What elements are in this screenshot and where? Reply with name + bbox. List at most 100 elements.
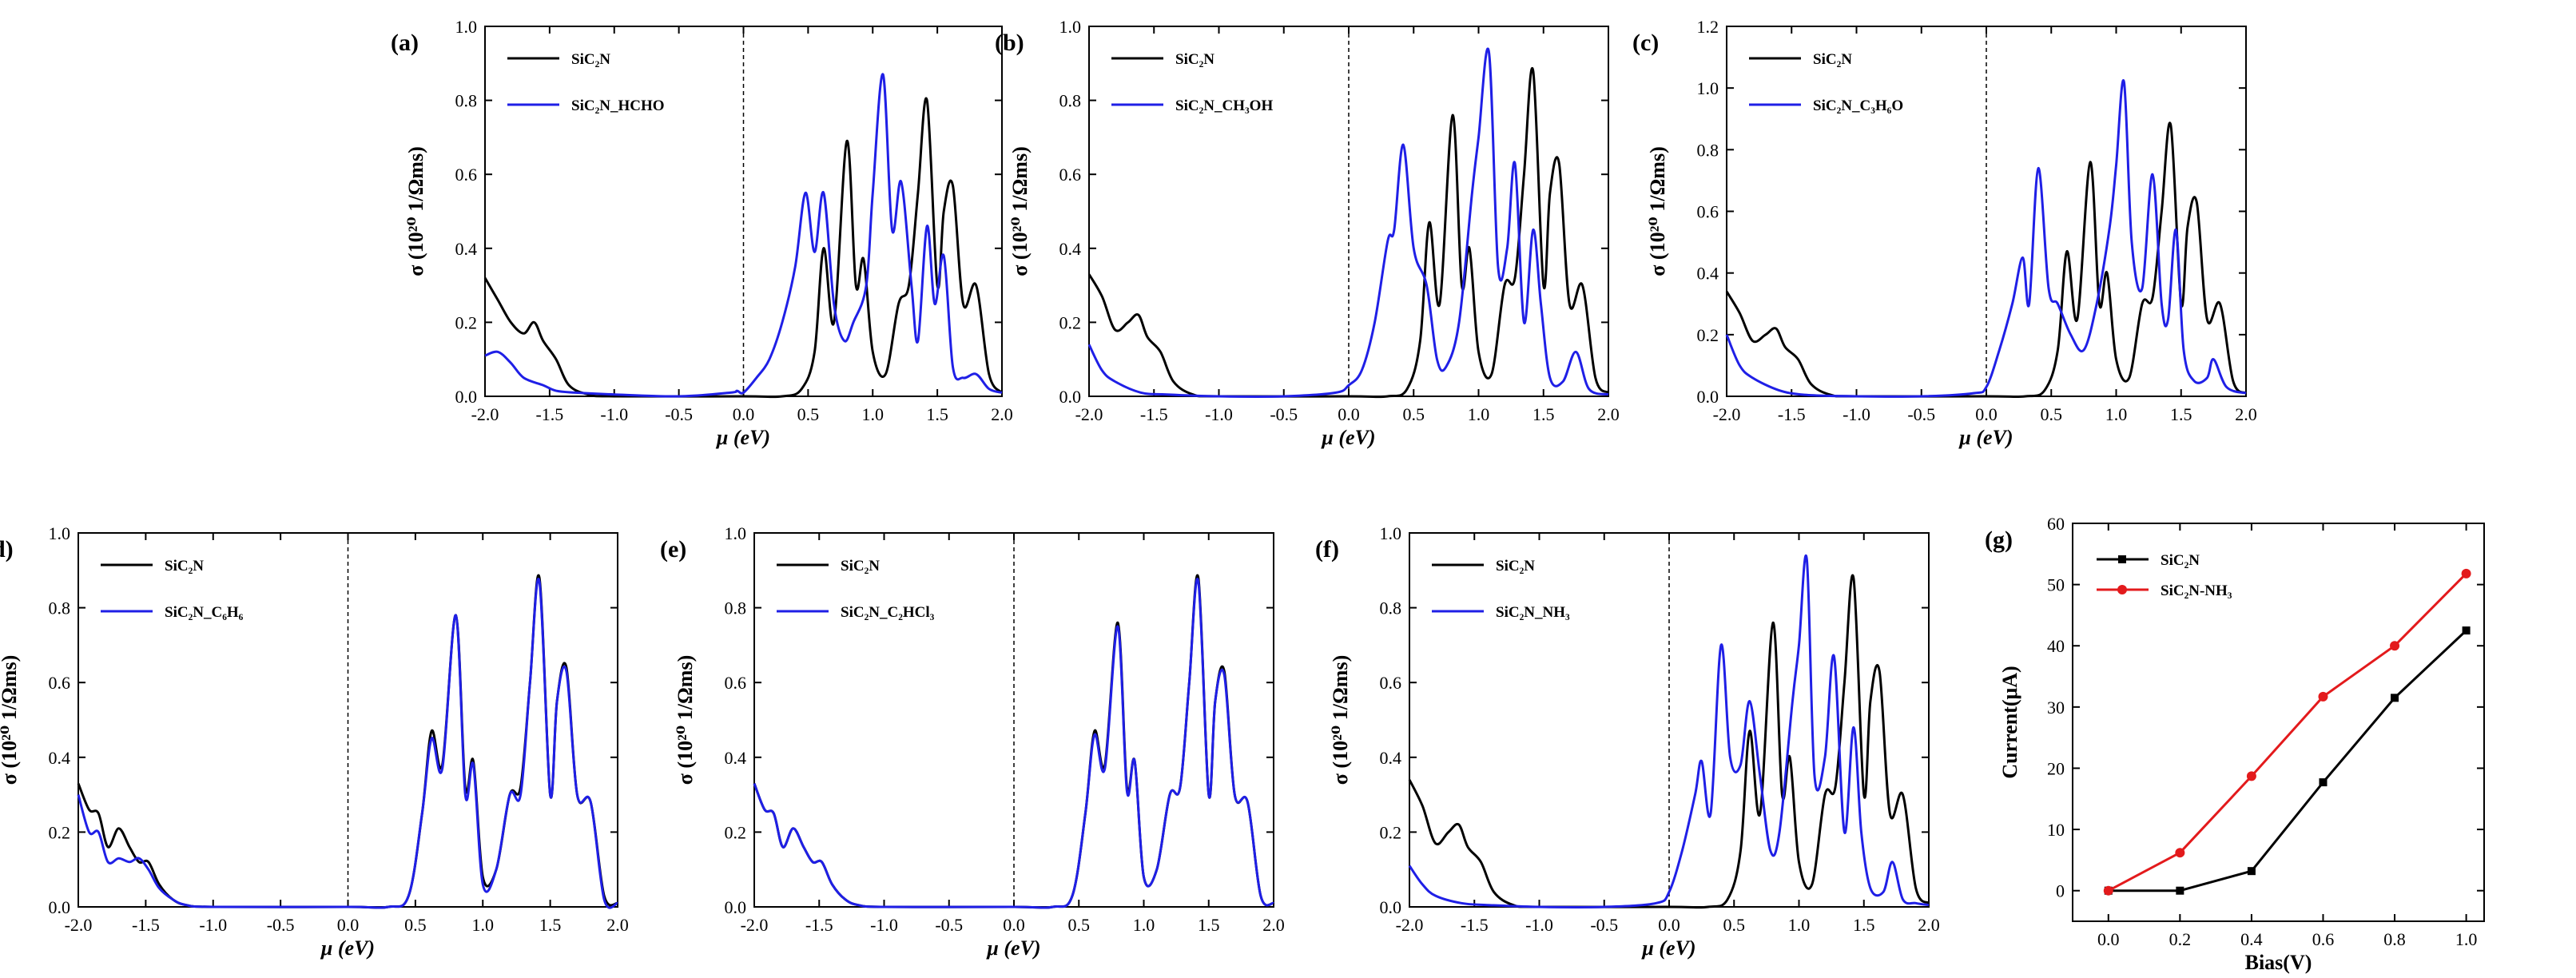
x-tick-label: -1.0 — [1205, 404, 1233, 424]
y-axis-label: σ (10²⁰ 1/Ωms) — [404, 146, 427, 276]
panel-label: (b) — [995, 30, 1024, 56]
x-tick-label: 1.5 — [1198, 915, 1220, 935]
x-axis-label: μ (eV) — [985, 936, 1040, 960]
x-axis-label: μ (eV) — [715, 426, 770, 449]
x-tick-label: 0.8 — [2383, 929, 2406, 949]
x-axis-label: μ (eV) — [1320, 426, 1375, 449]
x-tick-label: 1.0 — [1133, 915, 1155, 935]
x-tick-label: 0.4 — [2240, 929, 2263, 949]
x-tick-label: -0.5 — [935, 915, 963, 935]
data-point — [2390, 641, 2400, 651]
panel-label: (e) — [660, 536, 686, 563]
x-tick-label: 1.5 — [1532, 404, 1555, 424]
x-tick-label: -1.5 — [1140, 404, 1168, 424]
x-tick-label: -0.5 — [1590, 915, 1618, 935]
x-tick-label: 2.0 — [1262, 915, 1285, 935]
y-tick-label: 0.2 — [1380, 822, 1402, 842]
y-axis-label: σ (10²⁰ 1/Ωms) — [0, 655, 21, 785]
x-tick-label: -1.0 — [1525, 915, 1553, 935]
y-tick-label: 1.0 — [49, 523, 71, 543]
legend-label: SiC₂N_C₃H₆O — [1813, 97, 1903, 114]
y-tick-label: 60 — [2047, 514, 2065, 534]
series-line-1 — [1725, 79, 2247, 398]
x-tick-label: 0.0 — [1338, 404, 1360, 424]
x-tick-label: 1.5 — [539, 915, 562, 935]
x-tick-label: 0.0 — [2097, 929, 2120, 949]
y-tick-label: 0.2 — [49, 822, 71, 842]
legend-label: SiC₂N — [1496, 558, 1535, 574]
y-tick-label: 0.0 — [49, 897, 71, 917]
x-tick-label: -2.0 — [1396, 915, 1424, 935]
x-tick-label: 0.5 — [1068, 915, 1091, 935]
x-tick-label: -0.5 — [665, 404, 693, 424]
panel-label: (g) — [1985, 527, 2013, 553]
x-tick-label: 1.5 — [2170, 404, 2192, 424]
plot-frame — [2072, 523, 2485, 922]
x-tick-label: 0.6 — [2312, 929, 2335, 949]
series-line-0 — [1087, 67, 1610, 399]
x-tick-label: -1.5 — [535, 404, 563, 424]
data-point — [2247, 867, 2256, 876]
y-tick-label: 0.8 — [1697, 140, 1719, 160]
y-tick-label: 0.2 — [1059, 312, 1082, 332]
x-tick-label: 0.5 — [797, 404, 820, 424]
panel-3: -2.0 -1.5 -1.0 -0.5 0.0 0.5 1.0 1.5 2.0 0.0 0.2 0.4… — [0, 523, 629, 960]
x-axis-label: μ (eV) — [1958, 426, 2013, 449]
data-point — [2103, 885, 2113, 896]
x-tick-label: -1.5 — [1461, 915, 1489, 935]
y-tick-label: 0.6 — [1059, 165, 1082, 185]
y-tick-label: 1.0 — [1380, 523, 1402, 543]
y-tick-label: 0.2 — [725, 822, 747, 842]
y-tick-label: 1.0 — [725, 523, 747, 543]
x-tick-label: -1.0 — [870, 915, 898, 935]
y-tick-label: 0.6 — [49, 673, 71, 693]
x-tick-label: -0.5 — [1270, 404, 1298, 424]
x-tick-label: 2.0 — [1918, 915, 1940, 935]
series-line-1 — [77, 578, 618, 909]
series-line-1 — [1408, 555, 1930, 908]
x-tick-label: -2.0 — [471, 404, 499, 424]
panel-5: -2.0 -1.5 -1.0 -0.5 0.0 0.5 1.0 1.5 2.0 0.0 0.2 0.4… — [1315, 523, 1940, 960]
x-tick-label: 2.0 — [1597, 404, 1620, 424]
legend-marker — [2118, 555, 2126, 563]
panel-6: 0.0 0.2 0.4 0.6 0.8 1.0 0 10 20 30 40 50 60 Bias(V) Cu… — [1985, 514, 2485, 974]
y-tick-label: 0.2 — [455, 312, 478, 332]
x-tick-label: -1.5 — [805, 915, 833, 935]
panel-label: (d) — [0, 536, 14, 563]
x-axis-label: μ (eV) — [1640, 936, 1695, 960]
y-tick-label: 0.6 — [1697, 202, 1719, 222]
panel-2: -2.0 -1.5 -1.0 -0.5 0.0 0.5 1.0 1.5 2.0 0.0 0.2 0.4… — [1632, 17, 2257, 449]
x-tick-label: 0.0 — [1975, 404, 1998, 424]
x-axis-label: Bias(V) — [2245, 951, 2312, 974]
panel-1: -2.0 -1.5 -1.0 -0.5 0.0 0.5 1.0 1.5 2.0 0.0 0.2 0.4… — [995, 17, 1620, 449]
x-tick-label: 0.2 — [2169, 929, 2192, 949]
y-tick-label: 0.4 — [455, 239, 478, 259]
series-line-1 — [1087, 47, 1609, 398]
y-tick-label: 0.0 — [1059, 387, 1082, 407]
x-tick-label: 1.0 — [2455, 929, 2478, 949]
legend-label: SiC₂N_CH₃OH — [1175, 97, 1273, 114]
y-axis-label: σ (10²⁰ 1/Ωms) — [1008, 146, 1032, 276]
x-tick-label: -1.0 — [600, 404, 628, 424]
legend-label: SiC₂N — [1175, 51, 1214, 68]
x-tick-label: 2.0 — [606, 915, 629, 935]
y-tick-label: 0.6 — [455, 165, 478, 185]
x-tick-label: 2.0 — [991, 404, 1013, 424]
series-line-0 — [1408, 574, 1930, 909]
series-line-0 — [1725, 121, 2248, 399]
y-tick-label: 0.8 — [455, 91, 478, 111]
y-tick-label: 1.0 — [1059, 17, 1082, 37]
x-tick-label: 0.0 — [1003, 915, 1025, 935]
x-tick-label: 2.0 — [2235, 404, 2257, 424]
x-tick-label: 0.5 — [404, 915, 427, 935]
y-tick-label: 0.6 — [725, 673, 747, 693]
panel-label: (c) — [1632, 30, 1659, 56]
y-tick-label: 0.4 — [1059, 239, 1082, 259]
series-line-0 — [483, 97, 1004, 399]
x-tick-label: -2.0 — [65, 915, 93, 935]
x-tick-label: -0.5 — [1907, 404, 1935, 424]
y-tick-label: 1.0 — [1697, 78, 1719, 98]
data-point — [2175, 848, 2185, 858]
x-tick-label: -1.5 — [132, 915, 160, 935]
